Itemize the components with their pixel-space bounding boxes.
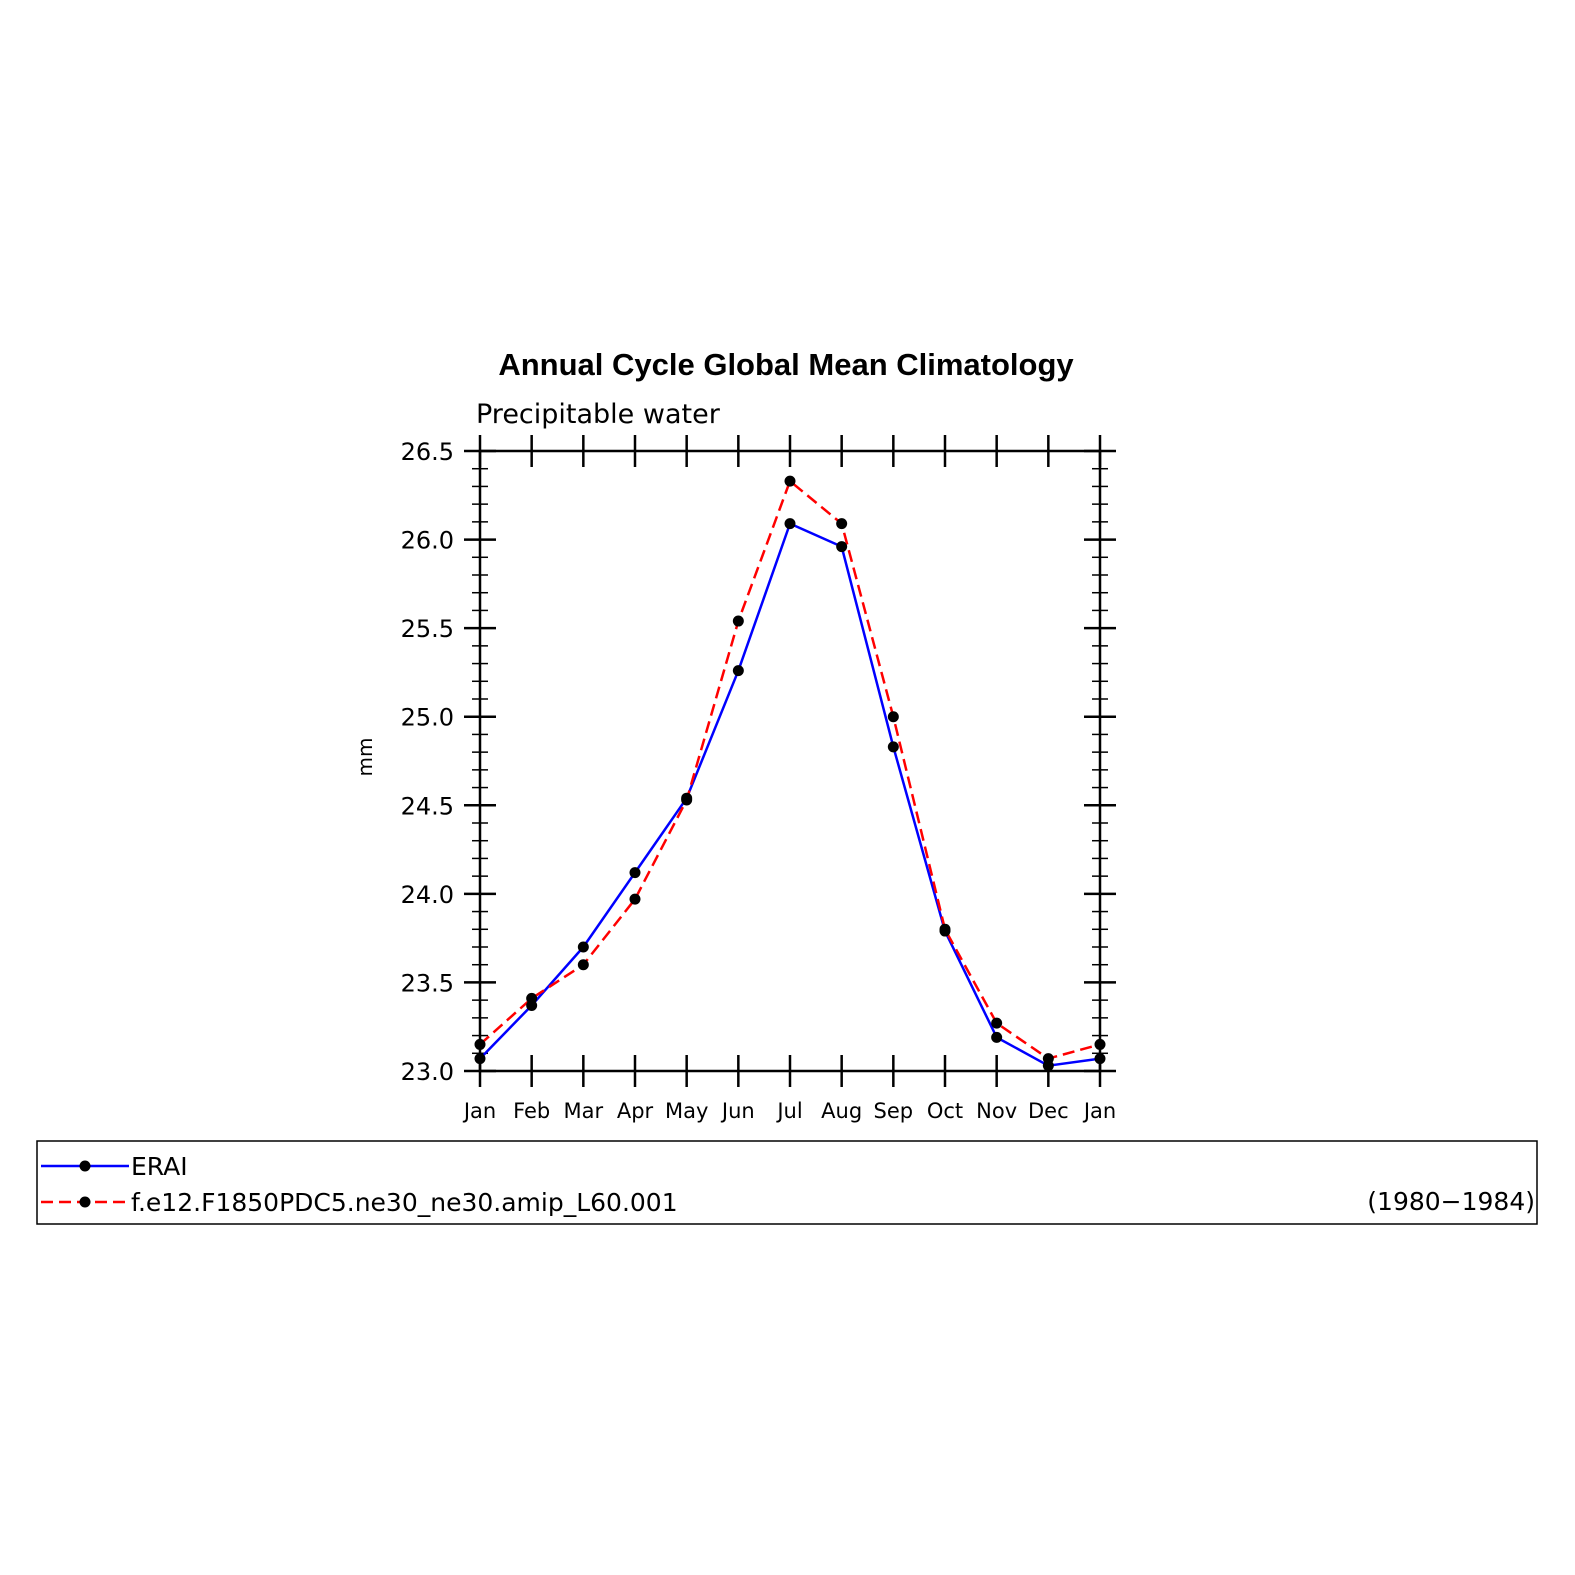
series-1-point [836,541,848,553]
x-tick-label: Apr [617,1099,654,1123]
legend-period-note: (1980−1984) [1367,1187,1535,1216]
x-tick-label: Jan [462,1099,496,1123]
chart-title: Annual Cycle Global Mean Climatology [498,347,1074,382]
y-tick-label: 23.0 [401,1058,454,1086]
y-tick-label: 24.0 [401,881,454,909]
y-tick-label: 23.5 [401,969,454,997]
series-line-2 [479,479,1101,1060]
x-tick-label: Jun [720,1099,755,1123]
y-tick-label: 25.5 [401,615,454,643]
x-tick-label: Jan [1082,1099,1116,1123]
x-tick-label: Sep [874,1099,914,1123]
series-2-point [784,475,796,487]
y-tick-label: 26.0 [401,527,454,555]
series-2-point [836,518,848,530]
series-1-point [577,941,589,953]
x-tick-label: Feb [513,1099,550,1123]
x-tick-label: Dec [1028,1099,1069,1123]
series-line-1 [479,522,1101,1067]
legend: ERAI f.e12.F1850PDC5.ne30_ne30.amip_L60.0… [36,1140,1538,1225]
series-1-point [784,518,796,530]
series-1-point [732,665,744,677]
chart-subtitle: Precipitable water [476,399,721,430]
x-tick-label: May [665,1099,708,1123]
series-1-point [887,741,899,753]
x-tick-label: Nov [976,1099,1017,1123]
series-2-point [629,893,641,905]
x-tick-label: Aug [821,1099,862,1123]
series-2-point [577,959,589,971]
y-tick-label: 25.0 [401,704,454,732]
series-2-point [887,711,899,723]
x-tick-label: Mar [564,1099,604,1123]
legend-marker-1 [79,1160,91,1172]
y-tick-label: 26.5 [401,438,454,466]
series-2-point [991,1017,1003,1029]
series-2-point [939,923,951,935]
legend-marker-2 [79,1196,91,1208]
series-layer [474,475,1106,1072]
legend-label-2: f.e12.F1850PDC5.ne30_ne30.amip_L60.001 [131,1188,678,1217]
series-2-point [681,794,693,806]
y-axis-label: mm [353,738,377,777]
x-tick-label: Oct [927,1099,963,1123]
legend-label-1: ERAI [131,1152,188,1181]
series-2-point [1042,1053,1054,1065]
series-1-point [991,1031,1003,1043]
y-axis-ticks: 23.0 23.5 24.0 24.5 25.0 25.5 26.0 26.5 [401,438,1116,1086]
x-tick-label: Jul [775,1099,802,1123]
x-axis-ticks: Jan Feb Mar Apr May Jun Jul Aug Sep Oct Nov Dec Jan [462,435,1116,1123]
series-2-point [526,992,538,1004]
series-1-point [629,867,641,879]
legend-box [36,1140,1538,1225]
y-tick-label: 24.5 [401,792,454,820]
plot-frame [478,449,1102,1073]
series-2-point [732,615,744,627]
